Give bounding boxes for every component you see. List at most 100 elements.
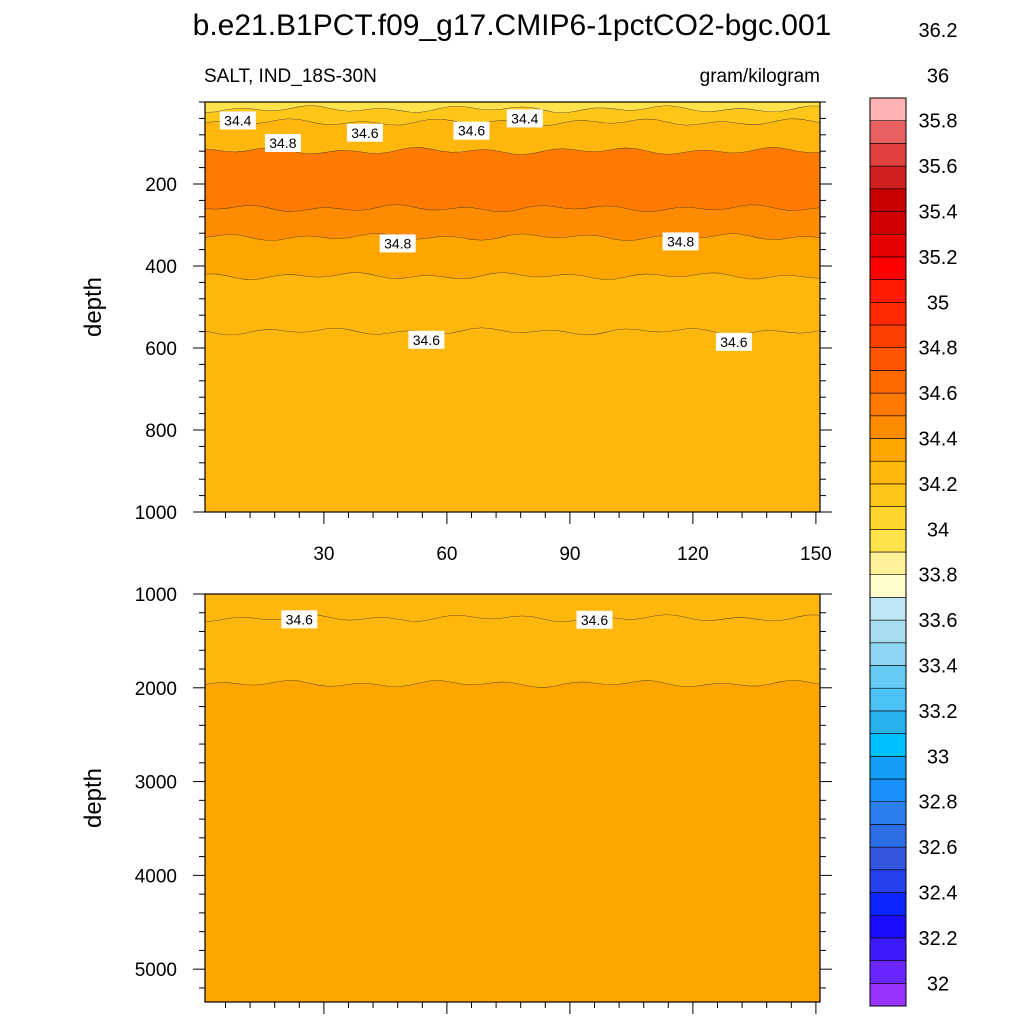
colorbar-label: 36.2 [919, 20, 958, 42]
colorbar-box [869, 801, 907, 825]
contour-label-box [576, 610, 613, 629]
colorbar-label: 33.4 [919, 656, 958, 678]
colorbar-box [869, 755, 907, 780]
contour-label-text: 34.6 [413, 332, 440, 348]
colorbar-box [869, 869, 907, 893]
contour-label-text: 34.6 [286, 611, 313, 627]
contour-label-box [662, 232, 699, 251]
y-tick-label: 4000 [135, 866, 177, 887]
contour-label-text: 34.4 [224, 112, 251, 128]
plot-frame [204, 593, 821, 1003]
contour-label-box [281, 610, 318, 629]
colorbar-box [869, 914, 907, 939]
colorbar-box [869, 665, 907, 689]
colorbar-label: 34 [927, 519, 949, 541]
colorbar-label: 35.8 [919, 111, 958, 133]
contour-label-box [453, 121, 490, 140]
colorbar-box [869, 687, 907, 712]
colorbar-label: 34.6 [919, 383, 958, 405]
colorbar-label: 35 [927, 292, 949, 314]
contour-label: 34.6 [281, 610, 318, 629]
contour-band [205, 680, 820, 1002]
chart-title: b.e21.B1PCT.f09_g17.CMIP6-1pctCO2-bgc.00… [193, 9, 832, 42]
colorbar-box [869, 324, 907, 349]
colorbar-label: 32.8 [919, 792, 958, 814]
colorbar-label: 36 [927, 65, 949, 87]
contour-band [205, 272, 820, 336]
contour-label-text: 34.6 [581, 612, 608, 628]
colorbar-box [869, 597, 907, 621]
x-tick-label: 90 [559, 544, 580, 565]
colorbar-box [869, 506, 907, 530]
contour-label: 34.4 [219, 111, 256, 130]
colorbar-label: 32.6 [919, 837, 958, 859]
colorbar-box [869, 256, 907, 280]
colorbar-frame [869, 97, 907, 1007]
colorbar-label: 35.2 [919, 247, 958, 269]
chart-subtitle-units: gram/kilogram [700, 66, 820, 87]
colorbar-box [869, 438, 907, 462]
colorbar-label: 32 [927, 973, 949, 995]
contour-label: 34.4 [506, 109, 543, 128]
contour-label-box [506, 109, 543, 128]
colorbar-box [869, 710, 907, 734]
colorbar-box [869, 347, 907, 371]
colorbar-box [869, 370, 907, 394]
y-tick-label: 5000 [135, 960, 177, 981]
chart-subtitle-variable: SALT, IND_18S-30N [204, 66, 377, 87]
colorbar-box [869, 165, 907, 190]
colorbar-label: 34.4 [919, 429, 958, 451]
colorbar-label: 32.4 [919, 883, 958, 905]
colorbar-label: 34.8 [919, 338, 958, 360]
colorbar: 32 32.2 32.4 32.6 32.8 33 33.2 33.4 33.6 33.8 34 34… [869, 20, 958, 1007]
colorbar-box [869, 619, 907, 644]
contour-label: 34.8 [662, 232, 699, 251]
colorbar-box [869, 824, 907, 848]
colorbar-box [869, 846, 907, 871]
contour-label-box [219, 111, 256, 130]
contour-band [205, 233, 820, 280]
panel-lower: 34.6 34.6 1000 2000 3000 4000 5000 depth [80, 585, 832, 1014]
contour-label: 34.6 [576, 610, 613, 629]
y-tick-label: 400 [145, 257, 177, 278]
contour-panels: 34.4 34.8 34.6 34.6 34.4 34.8 34.8 34.6 34.6 200 4… [80, 101, 832, 1014]
colorbar-label: 33.2 [919, 701, 958, 723]
colorbar-box [869, 528, 907, 553]
colorbar-label: 32.2 [919, 928, 958, 950]
colorbar-label: 35.4 [919, 202, 958, 224]
y-tick-label: 200 [145, 175, 177, 196]
contour-label-text: 34.8 [667, 233, 694, 249]
contour-label: 34.6 [346, 123, 383, 142]
colorbar-box [869, 483, 907, 507]
contour-band [205, 205, 820, 241]
contour-label-text: 34.6 [351, 125, 378, 141]
contour-label-text: 34.6 [720, 334, 747, 350]
x-tick-label: 150 [800, 544, 832, 565]
contour-label-box [379, 234, 416, 253]
panel-upper: 34.4 34.8 34.6 34.6 34.4 34.8 34.8 34.6 34.6 200 4… [80, 101, 832, 565]
colorbar-box [869, 392, 907, 417]
colorbar-box [869, 415, 907, 439]
colorbar-box [869, 960, 907, 984]
contour-label-box [408, 330, 445, 349]
contour-band [205, 328, 820, 512]
contour-label: 34.8 [264, 134, 301, 152]
plot-area-lower: 34.6 34.6 [205, 594, 820, 1002]
colorbar-box [869, 937, 907, 961]
y-tick-label: 1000 [135, 585, 177, 606]
colorbar-label: 33.6 [919, 610, 958, 632]
contour-label-text: 34.8 [384, 235, 411, 251]
contour-label: 34.6 [408, 330, 445, 349]
colorbar-box [869, 211, 907, 235]
y-axis-label: depth [80, 277, 107, 337]
y-tick-label: 600 [145, 339, 177, 360]
contour-label-text: 34.4 [511, 110, 538, 126]
colorbar-box [869, 143, 907, 167]
colorbar-box [869, 233, 907, 258]
y-axis-label: depth [80, 768, 107, 828]
colorbar-box [869, 460, 907, 485]
colorbar-box [869, 892, 907, 916]
colorbar-box [869, 574, 907, 598]
y-tick-label: 1000 [135, 503, 177, 524]
